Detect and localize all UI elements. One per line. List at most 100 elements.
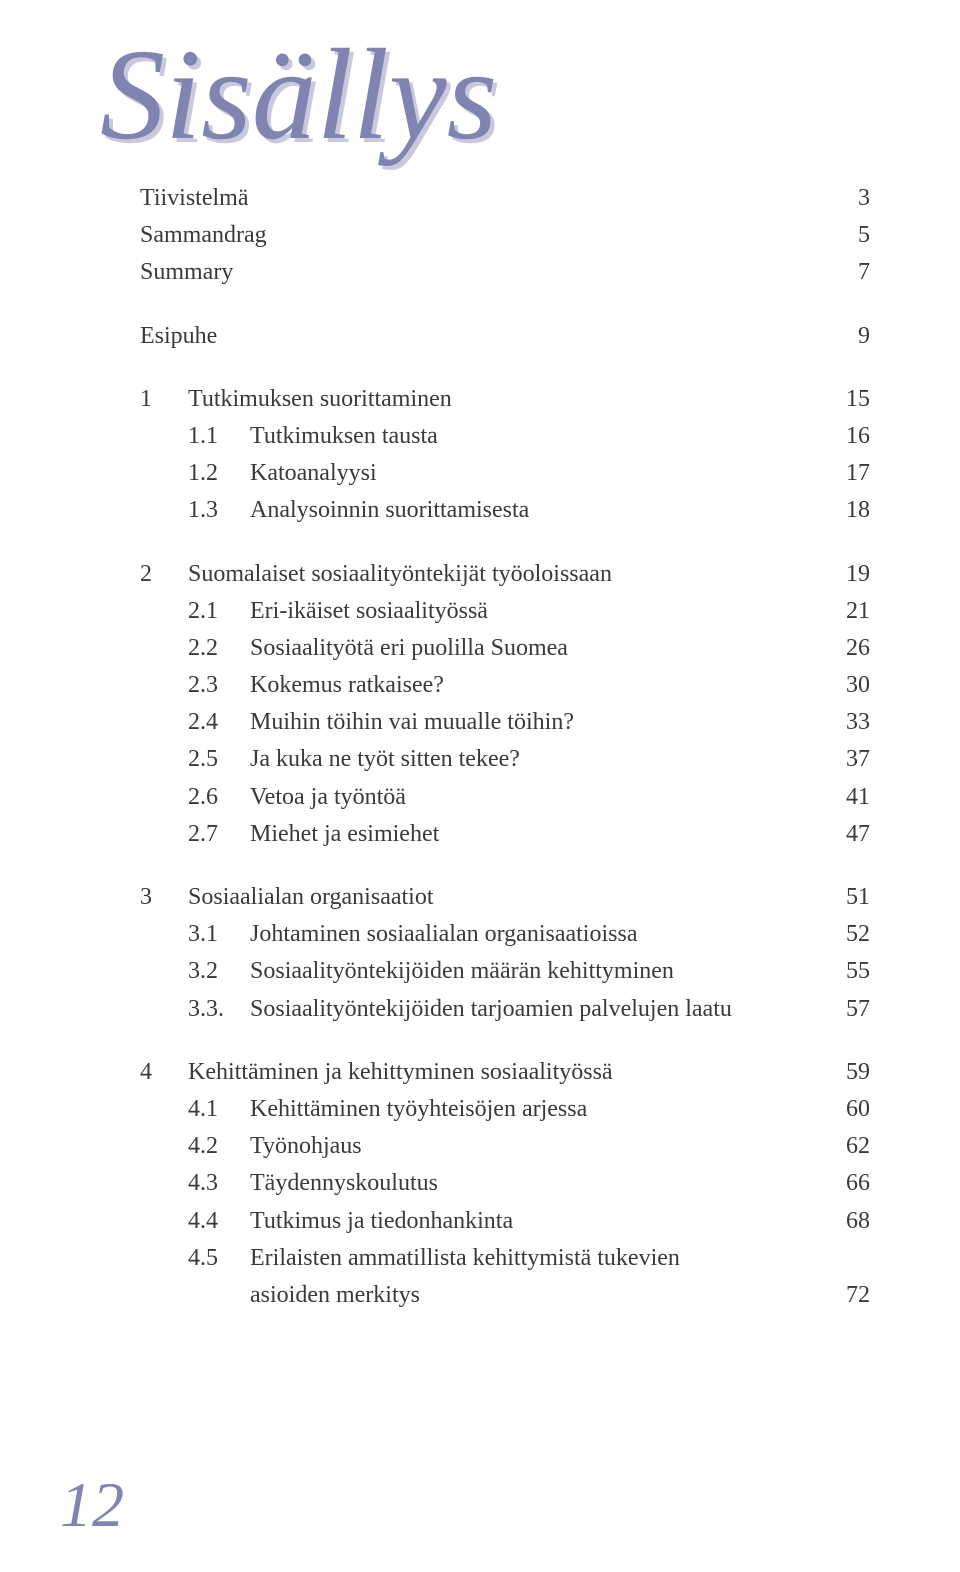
front-matter-block: Tiivistelmä 3 Sammandrag 5 Summary 7 — [140, 180, 870, 292]
chapter-page: 51 — [820, 879, 870, 916]
toc-entry: Summary 7 — [140, 254, 870, 291]
chapter-block: 4 Kehittäminen ja kehittyminen sosiaalit… — [140, 1054, 870, 1314]
sub-num: 3.1 — [188, 916, 250, 953]
sub-page: 17 — [820, 455, 870, 492]
sub-num: 4.4 — [188, 1203, 250, 1240]
sub-entry: 4.1Kehittäminen työyhteisöjen arjessa60 — [140, 1091, 870, 1128]
sub-label: Kokemus ratkaisee? — [250, 667, 820, 704]
sub-num: 4.2 — [188, 1128, 250, 1165]
sub-num: 4.3 — [188, 1165, 250, 1202]
toc-label: Summary — [140, 254, 820, 291]
toc-label: Tiivistelmä — [140, 180, 820, 217]
sub-num: 2.4 — [188, 704, 250, 741]
chapter-page: 59 — [820, 1054, 870, 1091]
chapter-label: Tutkimuksen suorittaminen — [188, 381, 820, 418]
sub-entry: 4.4Tutkimus ja tiedonhankinta68 — [140, 1203, 870, 1240]
sub-entry: 1.2Katoanalyysi17 — [140, 455, 870, 492]
sub-page — [820, 1240, 870, 1277]
sub-label: Analysoinnin suorittamisesta — [250, 492, 820, 529]
chapter-label: Kehittäminen ja kehittyminen sosiaalityö… — [188, 1054, 820, 1091]
sub-entry: 2.4Muihin töihin vai muualle töihin?33 — [140, 704, 870, 741]
sub-page: 62 — [820, 1128, 870, 1165]
sub-num: 3.2 — [188, 953, 250, 990]
chapter-block: 3 Sosiaalialan organisaatiot 51 3.1Johta… — [140, 879, 870, 1028]
sub-num: 3.3. — [188, 991, 250, 1028]
sub-label: Ja kuka ne työt sitten tekee? — [250, 741, 820, 778]
sub-page: 33 — [820, 704, 870, 741]
sub-page: 16 — [820, 418, 870, 455]
chapter-num: 1 — [140, 381, 188, 418]
chapter-page: 15 — [820, 381, 870, 418]
sub-label: Erilaisten ammatillista kehittymistä tuk… — [250, 1240, 820, 1277]
sub-label: Kehittäminen työyhteisöjen arjessa — [250, 1091, 820, 1128]
chapter-entry: 2 Suomalaiset sosiaalityöntekijät työolo… — [140, 556, 870, 593]
sub-page: 60 — [820, 1091, 870, 1128]
sub-num: 2.5 — [188, 741, 250, 778]
sub-page: 55 — [820, 953, 870, 990]
sub-entry-cont: asioiden merkitys72 — [140, 1277, 870, 1314]
sub-label: Sosiaalityötä eri puolilla Suomea — [250, 630, 820, 667]
sub-label: Miehet ja esimiehet — [250, 816, 820, 853]
sub-page: 57 — [820, 991, 870, 1028]
toc-entry: Sammandrag 5 — [140, 217, 870, 254]
sub-label: Eri-ikäiset sosiaalityössä — [250, 593, 820, 630]
toc-entry: Esipuhe 9 — [140, 318, 870, 355]
sub-entry: 1.3Analysoinnin suorittamisesta18 — [140, 492, 870, 529]
chapter-label: Suomalaiset sosiaalityöntekijät työolois… — [188, 556, 820, 593]
sub-num: 1.3 — [188, 492, 250, 529]
sub-label: Katoanalyysi — [250, 455, 820, 492]
sub-page: 30 — [820, 667, 870, 704]
sub-num: 4.5 — [188, 1240, 250, 1277]
sub-num: 4.1 — [188, 1091, 250, 1128]
sub-entry: 4.5Erilaisten ammatillista kehittymistä … — [140, 1240, 870, 1277]
sub-label: Johtaminen sosiaalialan organisaatioissa — [250, 916, 820, 953]
sub-entry: 4.3Täydennyskoulutus66 — [140, 1165, 870, 1202]
page-title: Sisällys — [100, 30, 870, 160]
page-number: 12 — [60, 1468, 124, 1542]
sub-label: Tutkimus ja tiedonhankinta — [250, 1203, 820, 1240]
sub-entry: 2.7Miehet ja esimiehet47 — [140, 816, 870, 853]
chapter-block: 2 Suomalaiset sosiaalityöntekijät työolo… — [140, 556, 870, 854]
sub-label: Sosiaalityöntekijöiden määrän kehittymin… — [250, 953, 820, 990]
sub-entry: 2.3Kokemus ratkaisee?30 — [140, 667, 870, 704]
chapter-entry: 4 Kehittäminen ja kehittyminen sosiaalit… — [140, 1054, 870, 1091]
sub-label: Tutkimuksen tausta — [250, 418, 820, 455]
sub-num: 2.1 — [188, 593, 250, 630]
toc-page: 3 — [820, 180, 870, 217]
sub-entry: 2.2Sosiaalityötä eri puolilla Suomea26 — [140, 630, 870, 667]
sub-page: 52 — [820, 916, 870, 953]
sub-label: Muihin töihin vai muualle töihin? — [250, 704, 820, 741]
sub-num: 2.6 — [188, 779, 250, 816]
sub-label: Vetoa ja työntöä — [250, 779, 820, 816]
sub-page: 41 — [820, 779, 870, 816]
chapter-page: 19 — [820, 556, 870, 593]
toc-page: 9 — [820, 318, 870, 355]
chapter-block: 1 Tutkimuksen suorittaminen 15 1.1Tutkim… — [140, 381, 870, 530]
sub-page: 66 — [820, 1165, 870, 1202]
sub-page: 37 — [820, 741, 870, 778]
sub-label: Työnohjaus — [250, 1128, 820, 1165]
toc-label: Sammandrag — [140, 217, 820, 254]
sub-entry: 1.1Tutkimuksen tausta16 — [140, 418, 870, 455]
sub-num: 2.2 — [188, 630, 250, 667]
sub-page: 72 — [820, 1277, 870, 1314]
sub-entry: 3.3.Sosiaalityöntekijöiden tarjoamien pa… — [140, 991, 870, 1028]
sub-page: 68 — [820, 1203, 870, 1240]
sub-num: 2.3 — [188, 667, 250, 704]
chapter-num: 4 — [140, 1054, 188, 1091]
toc-page: 7 — [820, 254, 870, 291]
chapter-num: 2 — [140, 556, 188, 593]
sub-label-cont: asioiden merkitys — [250, 1277, 820, 1314]
sub-page: 47 — [820, 816, 870, 853]
sub-entry: 3.2Sosiaalityöntekijöiden määrän kehitty… — [140, 953, 870, 990]
sub-label: Täydennyskoulutus — [250, 1165, 820, 1202]
sub-label: Sosiaalityöntekijöiden tarjoamien palvel… — [250, 991, 820, 1028]
sub-entry: 2.1Eri-ikäiset sosiaalityössä21 — [140, 593, 870, 630]
chapter-entry: 3 Sosiaalialan organisaatiot 51 — [140, 879, 870, 916]
chapter-label: Sosiaalialan organisaatiot — [188, 879, 820, 916]
sub-num: 1.1 — [188, 418, 250, 455]
chapter-entry: 1 Tutkimuksen suorittaminen 15 — [140, 381, 870, 418]
sub-num: 2.7 — [188, 816, 250, 853]
esipuhe-block: Esipuhe 9 — [140, 318, 870, 355]
sub-entry: 3.1Johtaminen sosiaalialan organisaatioi… — [140, 916, 870, 953]
